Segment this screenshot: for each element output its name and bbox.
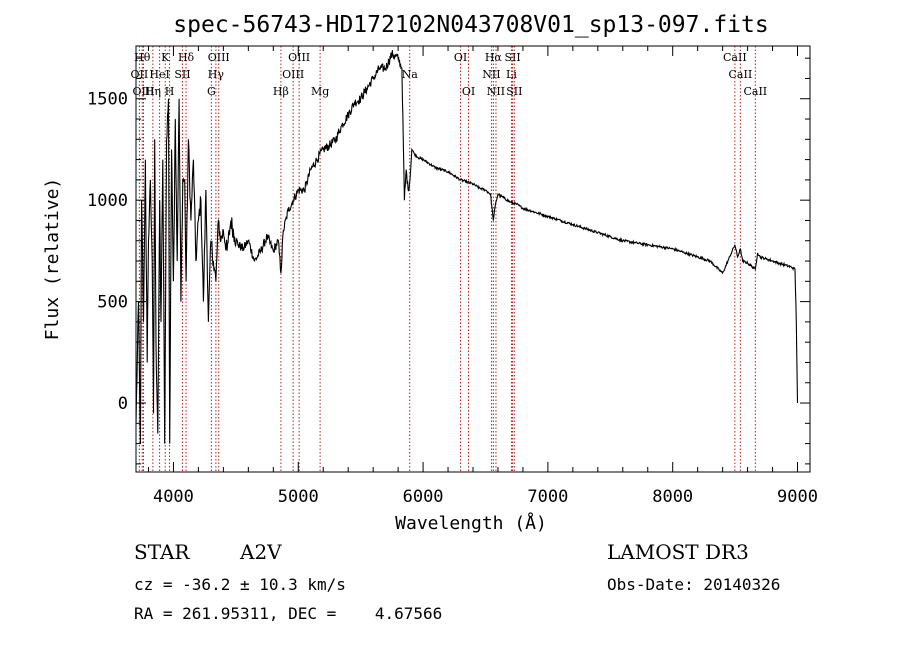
line-markers [138,46,756,472]
x-axis-label: Wavelength (Å) [395,512,547,534]
line-label: OIII [288,51,310,64]
line-label: Hγ [208,68,225,81]
line-label: CaII [723,51,747,64]
line-labels: OIIHθOIIIHηHeIKHSIIHδGHγOIIIHβOIIIOIIIMg… [131,51,768,98]
line-label: OIII [208,51,230,64]
line-label: HeI [149,68,169,81]
y-axis-label: Flux (relative) [42,178,63,341]
line-label: OI [462,85,475,98]
line-label: SII [504,51,520,64]
x-tick-label: 6000 [403,487,444,507]
x-tick-label: 9000 [777,487,818,507]
obs-date: Obs-Date: 20140326 [607,575,780,594]
object-subclass: A2V [239,540,282,564]
line-label: NII [487,85,505,98]
line-label: K [161,51,170,64]
line-label: SII [174,68,190,81]
x-axis: 4000 5000 6000 7000 8000 9000 [147,46,818,507]
line-label: OIII [282,68,304,81]
line-label: OIII [132,85,154,98]
x-tick-label: 7000 [527,487,568,507]
y-axis: 0 500 1000 1500 [87,57,810,465]
line-label: NII [482,68,500,81]
coordinates: RA = 261.95311, DEC = 4.67566 [134,604,442,623]
line-label: CaII [743,85,767,98]
line-label: Hη [145,85,161,98]
plot-frame [135,45,811,473]
line-label: Mg [311,85,329,98]
line-label: Li [506,68,517,81]
line-label: SII [506,85,522,98]
object-class: STAR [134,540,190,564]
line-label: Hβ [273,85,289,98]
flux-series [135,50,799,444]
line-label: CaII [729,68,753,81]
y-tick-label: 0 [118,394,128,414]
line-label: Na [402,68,419,81]
redshift-info: cz = -36.2 ± 10.3 km/s [134,575,346,594]
line-label: Hα [485,51,503,64]
line-label: OI [454,51,467,64]
line-label: G [207,85,216,98]
y-tick-label: 1000 [87,191,128,211]
line-label: Hδ [178,51,195,64]
x-tick-label: 4000 [153,487,194,507]
line-label: H [165,85,175,98]
chart-title: spec-56743-HD172102N043708V01_sp13-097.f… [173,12,768,38]
y-tick-label: 500 [97,293,128,313]
survey-name: LAMOST DR3 [607,540,749,564]
x-tick-label: 8000 [652,487,693,507]
y-tick-label: 1500 [87,90,128,110]
line-label: Hθ [134,51,151,64]
x-tick-label: 5000 [278,487,319,507]
line-label: OII [131,68,149,81]
